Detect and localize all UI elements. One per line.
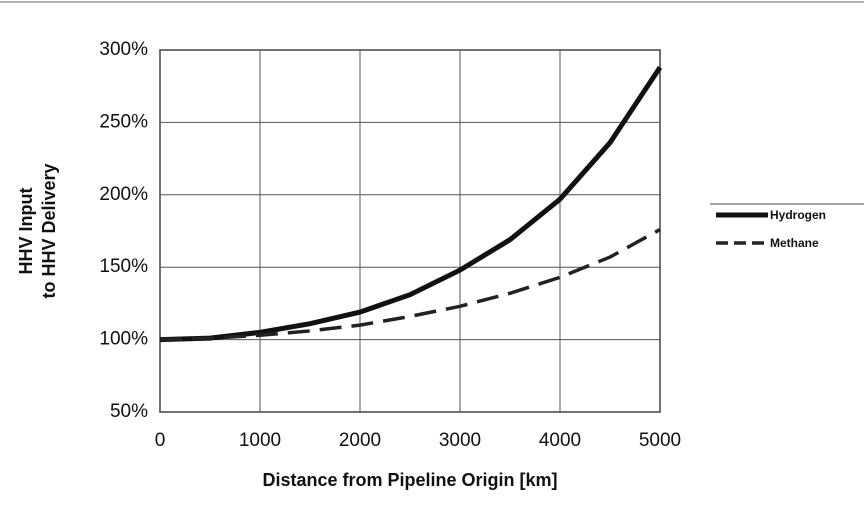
plot-area [159, 49, 661, 413]
y-tick-label: 200% [99, 184, 148, 205]
x-tick-label: 3000 [439, 430, 481, 451]
y-axis-title: HHV Input [16, 188, 36, 275]
legend-label: Hydrogen [770, 208, 826, 222]
x-tick-label: 2000 [339, 430, 381, 451]
x-tick-label: 1000 [239, 430, 281, 451]
legend-label: Methane [770, 236, 819, 250]
x-tick-label: 0 [155, 430, 166, 451]
x-axis-title: Distance from Pipeline Origin [km] [262, 470, 557, 490]
line-series [159, 65, 663, 343]
y-tick-label: 250% [99, 111, 148, 132]
y-tick-label: 150% [99, 256, 148, 277]
x-tick-label: 4000 [539, 430, 581, 451]
y-tick-label: 50% [110, 401, 148, 422]
x-tick-label: 5000 [639, 430, 681, 451]
y-tick-label: 300% [99, 39, 148, 60]
y-tick-label: 100% [99, 329, 148, 350]
y-axis-title: to HHV Delivery [39, 163, 59, 298]
line-series [159, 228, 661, 342]
